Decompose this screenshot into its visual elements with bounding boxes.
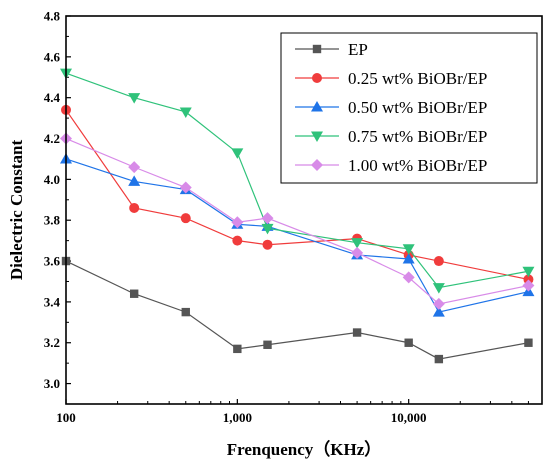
series-1 xyxy=(61,256,533,364)
data-point xyxy=(129,202,140,213)
legend-label: 1.00 wt% BiOBr/EP xyxy=(348,156,487,175)
data-point xyxy=(402,244,415,255)
data-point xyxy=(432,297,445,310)
legend: EP 0.25 wt% BiOBr/EP 0.50 wt% BiOBr/EP 0.75… xyxy=(280,32,538,184)
data-point xyxy=(261,212,274,225)
legend-label: 0.50 wt% BiOBr/EP xyxy=(348,98,487,117)
data-point xyxy=(404,338,413,347)
data-point xyxy=(129,289,139,298)
data-point xyxy=(263,340,272,349)
data-point xyxy=(232,235,243,246)
legend-marker xyxy=(311,131,323,142)
legend-box xyxy=(280,32,538,184)
y-tick-label: 3.6 xyxy=(44,254,61,269)
data-point xyxy=(351,238,364,249)
data-point xyxy=(179,107,192,118)
y-tick-label: 4.8 xyxy=(44,9,61,24)
legend-item: 0.25 wt% BiOBr/EP xyxy=(295,69,487,88)
series-4 xyxy=(60,68,535,294)
legend-label: 0.25 wt% BiOBr/EP xyxy=(348,69,487,88)
legend-marker xyxy=(312,44,322,54)
plot-frame xyxy=(65,15,543,405)
data-point xyxy=(524,338,533,347)
data-point xyxy=(402,253,415,264)
series-2 xyxy=(61,104,534,285)
series-layer xyxy=(60,68,535,364)
y-tick-label: 4.6 xyxy=(44,49,61,64)
x-tick-label: 1,000 xyxy=(223,410,252,425)
data-point xyxy=(128,93,141,104)
tick-label-layer: 3.0 3.2 3.4 3.6 3.8 4.0 4.2 4.4 4.6 4.8 100 1,000 10… xyxy=(44,9,427,426)
y-tick-label: 3.2 xyxy=(44,335,60,350)
legend-item: EP xyxy=(295,40,368,59)
legend-item: 0.50 wt% BiOBr/EP xyxy=(295,98,487,117)
x-tick-label: 10,000 xyxy=(391,410,427,425)
legend-marker xyxy=(311,101,323,112)
legend-label: EP xyxy=(348,40,368,59)
legend-label: 0.75 wt% BiOBr/EP xyxy=(348,127,487,146)
data-point xyxy=(522,279,535,292)
data-point xyxy=(179,181,192,194)
data-point xyxy=(181,307,190,317)
data-point xyxy=(128,161,141,174)
data-point xyxy=(128,175,141,186)
x-axis-title: Frenquency（KHz） xyxy=(227,439,382,459)
legend-item: 0.75 wt% BiOBr/EP xyxy=(295,127,487,146)
data-point xyxy=(231,148,244,159)
data-point xyxy=(351,246,364,259)
y-tick-label: 3.0 xyxy=(44,376,60,391)
series-line xyxy=(65,260,529,360)
data-point xyxy=(432,283,445,294)
y-axis-title: Dielectric Constant xyxy=(7,140,26,281)
data-point xyxy=(233,344,242,354)
data-point xyxy=(261,223,274,235)
data-point xyxy=(262,239,273,250)
data-point xyxy=(522,266,535,278)
legend-marker xyxy=(312,73,322,83)
y-tick-label: 3.8 xyxy=(44,213,61,228)
data-point xyxy=(352,328,362,337)
data-point xyxy=(180,213,191,224)
data-point xyxy=(231,216,244,229)
data-point xyxy=(402,271,415,284)
data-point xyxy=(523,274,534,285)
y-tick-label: 4.2 xyxy=(44,131,60,146)
y-tick-label: 4.0 xyxy=(44,172,60,187)
data-point xyxy=(432,306,445,317)
y-tick-label: 4.4 xyxy=(44,90,61,105)
y-tick-label: 3.4 xyxy=(44,294,61,309)
legend-item: 1.00 wt% BiOBr/EP xyxy=(295,156,487,175)
data-point xyxy=(434,354,444,364)
x-tick-label: 100 xyxy=(56,410,76,425)
legend-marker xyxy=(311,159,323,171)
data-point xyxy=(433,256,444,267)
